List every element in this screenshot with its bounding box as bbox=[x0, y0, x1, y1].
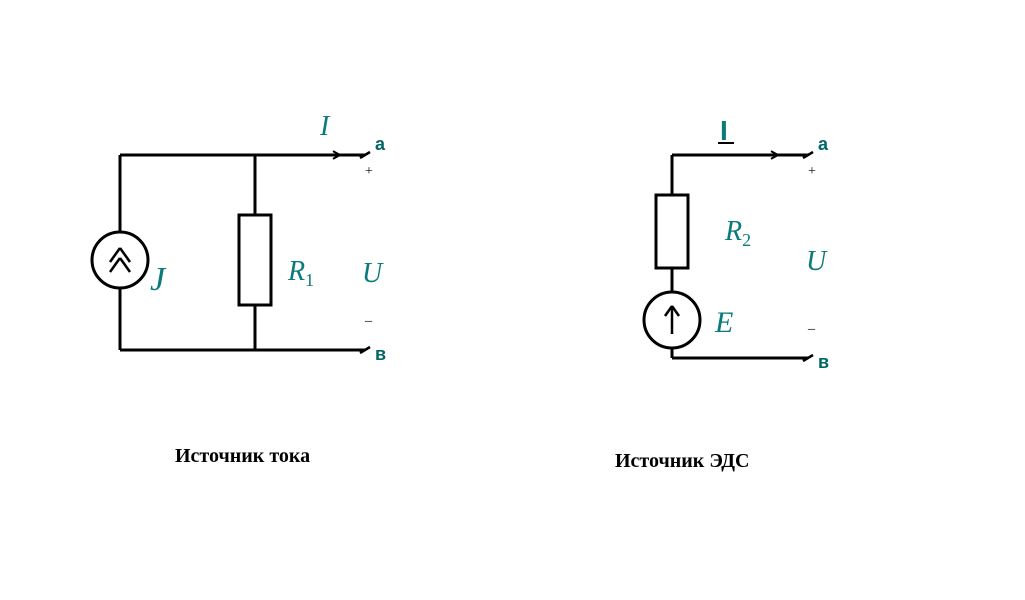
svg-text:U: U bbox=[362, 258, 384, 289]
circuit-diagram: J R1 I Ua в + _ E R2 I Ua в + _ bbox=[0, 0, 1025, 600]
svg-text:U: U bbox=[806, 246, 828, 277]
svg-text:+: + bbox=[808, 164, 816, 179]
svg-text:в: в bbox=[375, 344, 386, 364]
caption-right: Источник ЭДС bbox=[615, 450, 749, 473]
svg-text:J: J bbox=[150, 261, 167, 298]
svg-text:в: в bbox=[818, 352, 829, 372]
svg-text:I: I bbox=[319, 111, 331, 142]
svg-text:R1: R1 bbox=[287, 256, 314, 290]
svg-text:_: _ bbox=[364, 309, 373, 324]
svg-text:_: _ bbox=[807, 317, 816, 332]
svg-text:I: I bbox=[720, 115, 728, 146]
svg-text:a: a bbox=[375, 134, 386, 154]
caption-left: Источник тока bbox=[175, 445, 310, 468]
svg-text:R2: R2 bbox=[724, 216, 751, 250]
svg-text:E: E bbox=[714, 306, 733, 339]
svg-text:+: + bbox=[365, 164, 373, 179]
svg-text:a: a bbox=[818, 134, 829, 154]
